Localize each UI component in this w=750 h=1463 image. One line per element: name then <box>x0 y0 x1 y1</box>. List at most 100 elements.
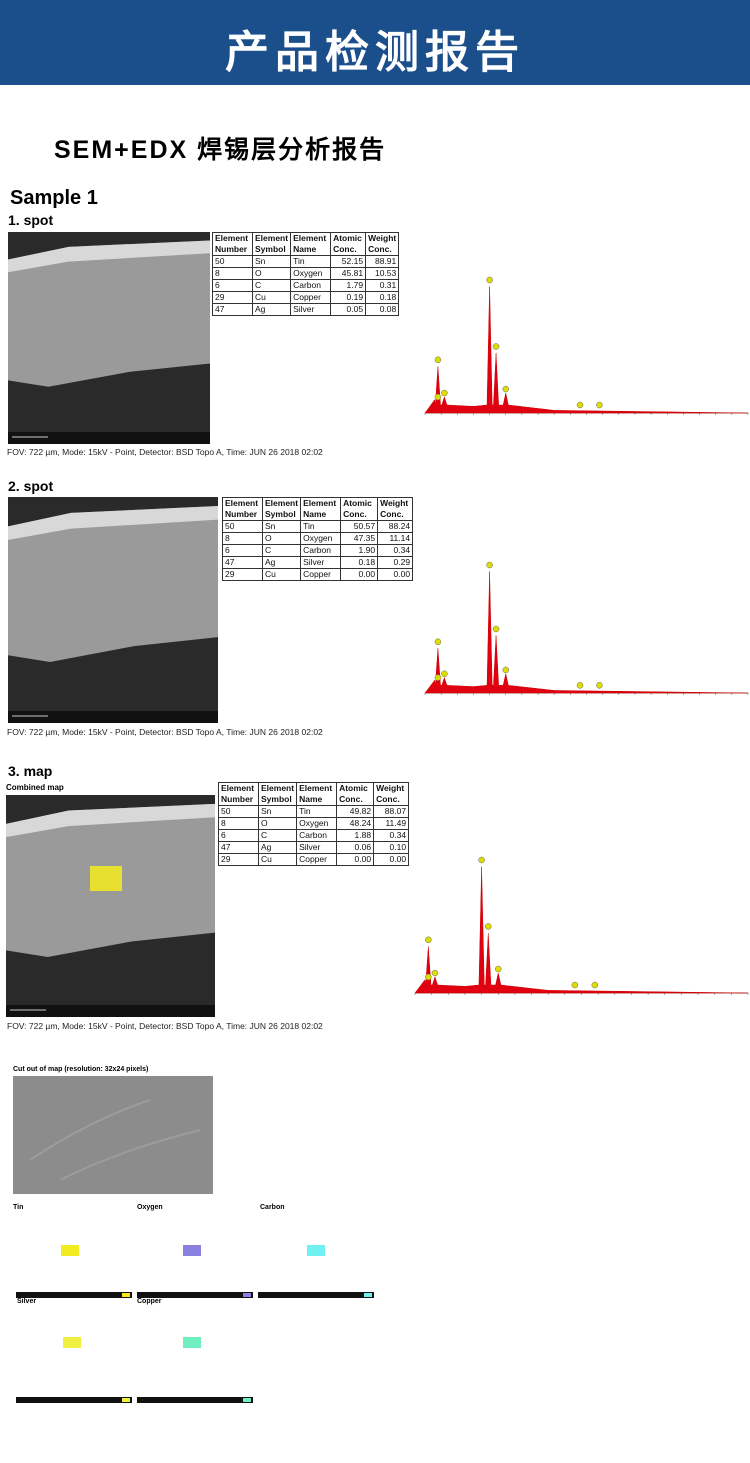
table-cell: 0.18 <box>340 556 379 569</box>
map-blob <box>61 1245 79 1256</box>
header-cell: Element Name <box>296 782 338 806</box>
peak-marker <box>434 674 442 681</box>
sample-title: Sample 1 <box>10 187 98 209</box>
peak-marker <box>571 981 579 989</box>
peak-marker <box>502 666 509 674</box>
table-cell: Cu <box>261 568 302 581</box>
table-cell: 0.31 <box>365 279 400 292</box>
table-cell: Sn <box>261 520 302 533</box>
peak-marker <box>596 682 603 689</box>
subtitle: SEM+EDX 焊锡层分析报告 <box>54 136 387 164</box>
sem-edge <box>6 803 215 838</box>
map-colorkey <box>364 1293 372 1297</box>
sem-sample <box>8 240 210 387</box>
sem-edge <box>8 506 218 540</box>
peak-marker <box>492 625 500 633</box>
peak-marker <box>441 670 448 678</box>
peak-marker <box>434 638 442 646</box>
map-label: Carbon <box>260 1204 285 1211</box>
header-cell: Element Name <box>300 497 342 521</box>
table-cell: 52.15 <box>330 255 367 268</box>
spectrum <box>424 571 749 694</box>
map-colorkey <box>122 1293 130 1297</box>
peak-marker <box>478 856 485 864</box>
peak-marker <box>434 356 442 364</box>
table-cell: Cu <box>251 291 292 304</box>
table-cell: 0.18 <box>365 291 400 304</box>
table-cell: Ag <box>257 841 298 854</box>
section-heading: 1. spot <box>8 212 54 228</box>
map-blob <box>183 1245 201 1256</box>
map-scalebar <box>16 1292 132 1298</box>
table-cell: Silver <box>296 841 338 854</box>
table-cell: 47.35 <box>340 532 379 545</box>
element-table: Element Number Element Symbol Element Name… <box>212 232 400 316</box>
map-label: Copper <box>137 1298 162 1305</box>
table-cell: 50.57 <box>340 520 379 533</box>
table-cell: 47 <box>218 841 259 854</box>
table-cell: Oxygen <box>296 817 338 830</box>
peak-marker <box>485 923 492 930</box>
table-cell: Tin <box>290 255 332 268</box>
table-cell: 0.00 <box>340 568 379 581</box>
header-cell: Weight Conc. <box>377 497 414 521</box>
header-cell: Weight Conc. <box>365 232 400 256</box>
header-cell: Element Number <box>212 232 253 256</box>
sem-footer <box>6 1005 215 1017</box>
map-label: Oxygen <box>137 1204 163 1211</box>
peak-marker <box>576 682 584 689</box>
table-cell: 88.91 <box>365 255 400 268</box>
sem-edge <box>8 240 210 273</box>
map-colorkey <box>243 1293 251 1297</box>
caption: FOV: 722 µm, Mode: 15kV - Point, Detecto… <box>7 1021 323 1031</box>
section-heading: 2. spot <box>8 478 54 494</box>
table-cell: 0.08 <box>365 303 400 316</box>
table-cell: Carbon <box>296 829 338 842</box>
peak-marker <box>492 343 500 350</box>
header-cell: Element Number <box>218 782 259 806</box>
map-scalebar <box>137 1397 253 1403</box>
peak-marker <box>486 276 493 284</box>
peak-marker <box>425 973 432 981</box>
table-cell: 50 <box>222 520 263 533</box>
header-cell: Atomic Conc. <box>336 782 375 806</box>
table-cell: C <box>261 544 302 557</box>
table-cell: Carbon <box>290 279 332 292</box>
table-cell: Copper <box>290 291 332 304</box>
peak-marker <box>431 969 439 977</box>
table-cell: Oxygen <box>290 267 332 280</box>
peak-marker <box>434 393 442 401</box>
table-cell: 0.05 <box>330 303 367 316</box>
table-cell: 0.00 <box>377 568 414 581</box>
table-cell: 8 <box>212 267 253 280</box>
element-table: Element Number Element Symbol Element Name… <box>218 782 410 866</box>
peak-marker <box>441 389 448 397</box>
table-cell: Tin <box>296 805 338 818</box>
table-cell: O <box>257 817 298 830</box>
table-cell: 29 <box>222 568 263 581</box>
map-colorkey <box>122 1398 130 1402</box>
header-band: 产品检测报告 <box>0 0 750 85</box>
caption: FOV: 722 µm, Mode: 15kV - Point, Detecto… <box>7 727 323 737</box>
table-cell: 50 <box>212 255 253 268</box>
map-blob <box>63 1337 81 1348</box>
table-cell: Ag <box>261 556 302 569</box>
table-cell: 29 <box>212 291 253 304</box>
table-cell: Cu <box>257 853 298 866</box>
map-label: Silver <box>17 1298 37 1305</box>
table-cell: 49.82 <box>336 805 375 818</box>
table-cell: 0.00 <box>336 853 375 866</box>
table-cell: 0.29 <box>377 556 414 569</box>
peak-marker <box>425 936 432 944</box>
table-cell: Silver <box>300 556 342 569</box>
table-cell: 0.34 <box>377 544 414 557</box>
header-cell: Weight Conc. <box>373 782 410 806</box>
peak-marker <box>486 561 493 569</box>
table-cell: 0.06 <box>336 841 375 854</box>
table-cell: C <box>257 829 298 842</box>
table-cell: 88.24 <box>377 520 414 533</box>
spectrum <box>414 866 749 994</box>
table-cell: 48.24 <box>336 817 375 830</box>
peak-marker <box>596 401 603 409</box>
